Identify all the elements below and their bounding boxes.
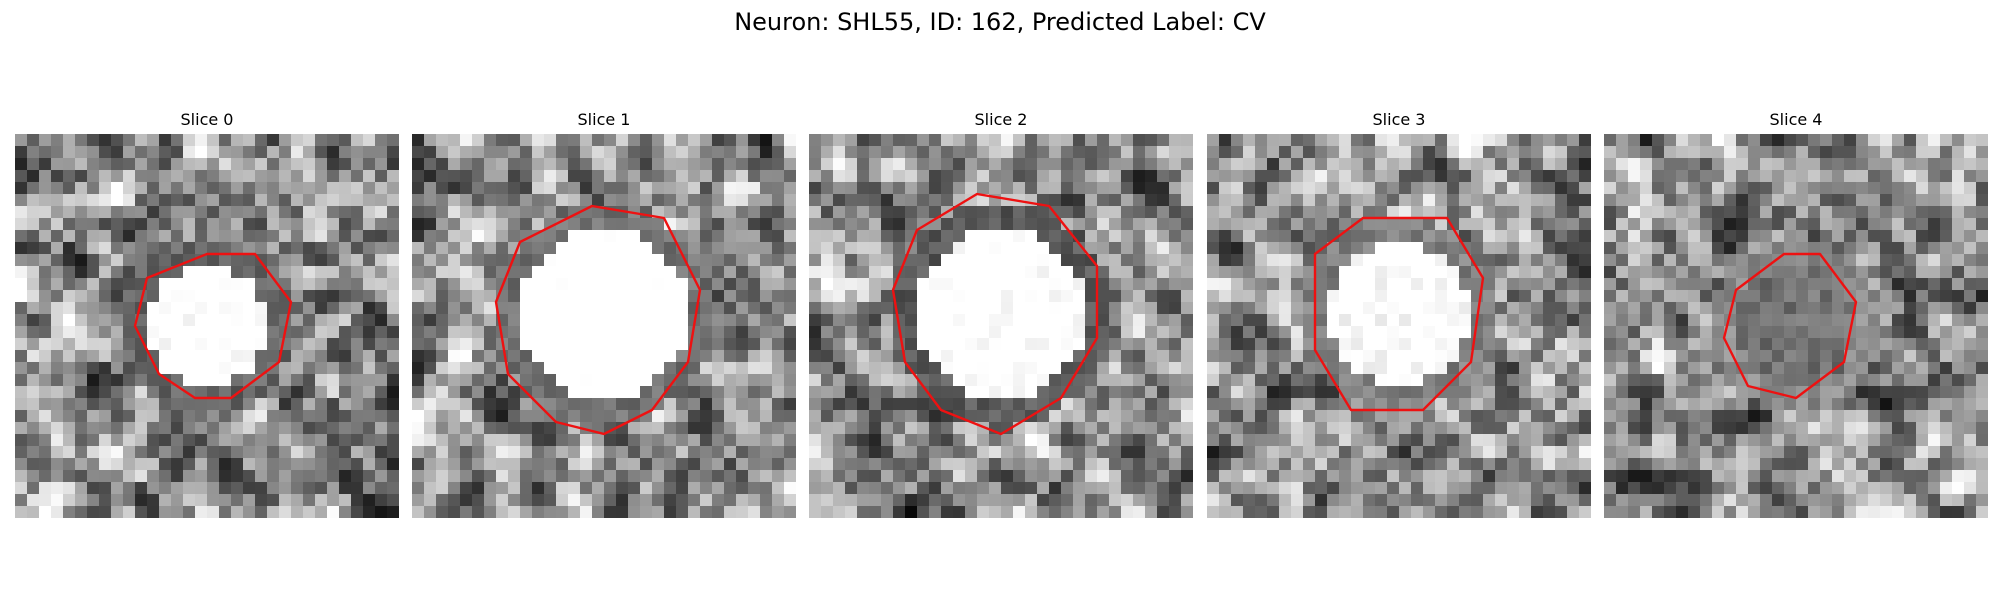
neuron-contour-1 [496, 206, 700, 434]
figure-title: Neuron: SHL55, ID: 162, Predicted Label:… [734, 8, 1266, 36]
neuron-contour-2 [893, 194, 1097, 434]
slice-panel-4: Slice 4 [1604, 108, 1988, 518]
slice-title-4: Slice 4 [1769, 110, 1823, 129]
neuron-contour-4 [1724, 254, 1856, 398]
slice-image-1 [412, 134, 796, 518]
neuron-contour-3 [1315, 218, 1483, 410]
slice-panel-1: Slice 1 [412, 108, 796, 518]
neuron-contour-0 [135, 254, 291, 398]
contour-overlay-2 [809, 134, 1193, 518]
slice-panel-3: Slice 3 [1207, 108, 1591, 518]
slice-image-0 [15, 134, 399, 518]
slice-title-0: Slice 0 [180, 110, 234, 129]
slice-image-4 [1604, 134, 1988, 518]
slice-panel-0: Slice 0 [15, 108, 399, 518]
slice-title-3: Slice 3 [1372, 110, 1426, 129]
contour-overlay-0 [15, 134, 399, 518]
contour-overlay-4 [1604, 134, 1988, 518]
contour-overlay-3 [1207, 134, 1591, 518]
slice-image-3 [1207, 134, 1591, 518]
slice-panel-2: Slice 2 [809, 108, 1193, 518]
slice-title-1: Slice 1 [577, 110, 631, 129]
contour-overlay-1 [412, 134, 796, 518]
slice-title-2: Slice 2 [974, 110, 1028, 129]
